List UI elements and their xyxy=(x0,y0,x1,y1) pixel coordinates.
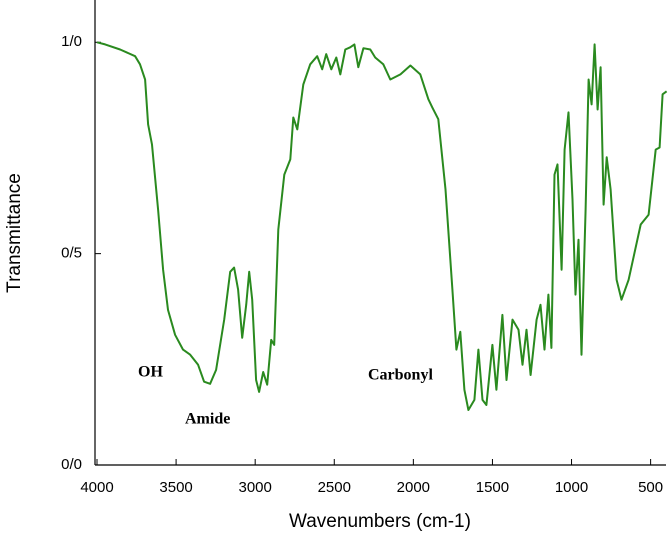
x-tick-label: 1500 xyxy=(476,479,509,496)
y-tick-label: 1/0 xyxy=(61,33,82,50)
y-axis-title: Transmittance xyxy=(4,173,25,293)
annotation: Amide xyxy=(185,411,230,428)
x-tick-label: 2500 xyxy=(318,479,351,496)
annotation: Carbonyl xyxy=(368,367,433,384)
y-tick-label: 0/5 xyxy=(61,245,82,262)
y-tick-label: 0/0 xyxy=(61,456,82,473)
x-tick-label: 2000 xyxy=(397,479,430,496)
x-tick-label: 3500 xyxy=(159,479,192,496)
x-tick-label: 3000 xyxy=(238,479,271,496)
x-tick-label: 4000 xyxy=(80,479,113,496)
x-axis-title: Wavenumbers (cm-1) xyxy=(289,511,471,532)
x-tick-label: 1000 xyxy=(555,479,588,496)
x-tick-label: 500 xyxy=(638,479,663,496)
spectrum-line xyxy=(96,41,668,411)
annotation: OH xyxy=(138,364,163,381)
